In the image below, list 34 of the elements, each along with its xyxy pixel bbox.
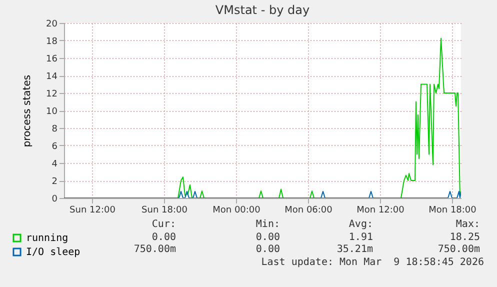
- x-tick-label: Sun 18:00: [142, 206, 188, 216]
- text: 750.00m: [438, 244, 480, 255]
- legend-label: running: [26, 233, 68, 244]
- text: 35.21m: [336, 244, 373, 255]
- y-tick-label: 18: [46, 37, 58, 47]
- text: 0.00: [152, 232, 176, 242]
- text: 18.25: [450, 232, 480, 242]
- x-tick-label: Mon 18:00: [428, 206, 477, 216]
- text: 1.91: [348, 232, 373, 242]
- y-tick-label: 16: [46, 54, 58, 64]
- text: 0.00: [256, 232, 280, 242]
- text: Cur:: [152, 219, 176, 230]
- y-tick-label: 2: [52, 177, 58, 187]
- text: Min:: [256, 219, 280, 230]
- y-tick-label: 6: [52, 142, 58, 152]
- x-tick-label: Mon 00:00: [212, 206, 261, 216]
- x-tick-label: Mon 12:00: [356, 206, 405, 216]
- y-tick-label: 12: [46, 90, 58, 100]
- y-tick-label: 4: [52, 160, 58, 170]
- text: Max:: [456, 219, 480, 230]
- y-tick-label: 8: [52, 124, 58, 134]
- y-axis-title: process states: [22, 74, 34, 148]
- x-tick-label: Mon 06:00: [284, 206, 333, 216]
- legend-label: I/O sleep: [26, 247, 80, 258]
- text: 0.00: [256, 244, 280, 255]
- y-tick-label: 0: [52, 194, 58, 204]
- y-tick-label: 14: [46, 72, 58, 82]
- x-tick-label: Sun 12:00: [70, 206, 116, 216]
- text: Avg:: [348, 219, 373, 230]
- text: Last update: Mon Mar 9 18:58:45 2026: [261, 256, 484, 268]
- chart-title: VMstat - by day: [215, 3, 310, 17]
- y-tick-label: 10: [46, 107, 58, 117]
- y-tick-label: 20: [46, 20, 58, 30]
- text: 750.00m: [134, 244, 176, 255]
